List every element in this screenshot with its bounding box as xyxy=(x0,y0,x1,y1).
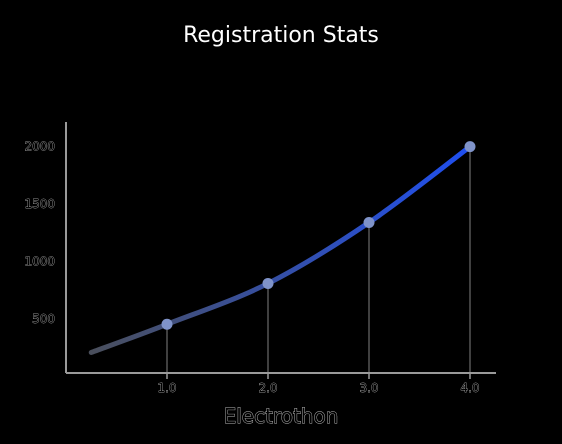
y-tick-label: 1000 xyxy=(24,255,55,269)
data-point xyxy=(464,141,476,153)
x-tick-label: 3.0 xyxy=(359,381,378,395)
x-axis-label: Electrothon xyxy=(224,404,339,428)
y-tick-label: 500 xyxy=(32,312,55,326)
data-point xyxy=(363,217,375,228)
y-tick-label: 2000 xyxy=(24,140,55,154)
x-tick-label: 1.0 xyxy=(157,381,176,395)
y-tick-label: 1500 xyxy=(24,197,55,211)
chart-title: Registration Stats xyxy=(183,23,379,48)
data-point xyxy=(161,318,173,330)
y-ticks: 500 1000 1500 2000 xyxy=(24,139,55,326)
x-ticks: 1.0 2.0 3.0 4.0 xyxy=(157,373,480,395)
x-tick-label: 4.0 xyxy=(460,381,479,395)
drop-lines xyxy=(166,146,471,373)
series-line xyxy=(88,144,473,355)
x-tick-label: 2.0 xyxy=(258,381,277,395)
data-point xyxy=(262,277,274,289)
data-points xyxy=(161,141,476,330)
